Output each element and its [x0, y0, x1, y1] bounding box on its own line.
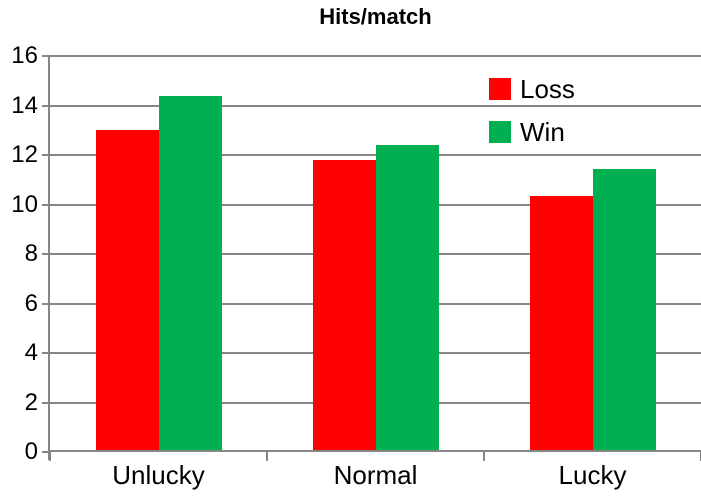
- y-tick-16: [42, 55, 50, 57]
- x-tick-0: [49, 452, 51, 461]
- x-axis-label-unlucky: Unlucky: [112, 460, 205, 490]
- legend-item-loss: Loss: [489, 75, 575, 103]
- legend-loss-label: Loss: [520, 74, 575, 104]
- bar-loss-unlucky: [95, 130, 159, 450]
- x-axis-line: [50, 450, 701, 452]
- gridline-y-14: [50, 104, 701, 107]
- bar-win-lucky: [592, 168, 656, 450]
- x-tick-1: [266, 452, 268, 461]
- y-axis-label-12: 12: [11, 141, 38, 168]
- legend-loss-swatch-icon: [489, 78, 511, 100]
- bar-loss-normal: [312, 159, 376, 450]
- bar-loss-lucky: [529, 195, 593, 450]
- legend: Loss Win: [489, 75, 575, 161]
- bar-win-unlucky: [158, 95, 222, 450]
- y-tick-14: [42, 104, 50, 107]
- y-axis-label-8: 8: [24, 240, 38, 267]
- y-axis-line: [48, 56, 50, 460]
- legend-win-label: Win: [520, 117, 565, 147]
- legend-item-win: Win: [489, 118, 575, 146]
- y-axis-label-14: 14: [11, 91, 38, 119]
- x-tick-2: [483, 452, 485, 461]
- y-tick-10: [42, 203, 50, 206]
- y-axis-label-6: 6: [24, 289, 38, 317]
- y-tick-6: [42, 302, 50, 305]
- gridline-y-16: [50, 55, 701, 57]
- y-tick-12: [42, 154, 50, 156]
- x-axis-label-normal: Normal: [333, 460, 418, 490]
- y-axis-label-16: 16: [11, 42, 38, 69]
- x-axis-label-lucky: Lucky: [558, 460, 627, 490]
- y-axis-label-4: 4: [24, 339, 38, 366]
- plot-area: [50, 55, 701, 452]
- y-axis-label-10: 10: [11, 190, 38, 218]
- y-axis-label-0: 0: [24, 438, 38, 465]
- y-tick-4: [42, 352, 50, 354]
- legend-win-swatch-icon: [489, 121, 511, 143]
- y-tick-2: [42, 401, 50, 404]
- y-tick-8: [42, 253, 50, 255]
- chart-title: Hits/match: [319, 4, 432, 29]
- y-tick-0: [42, 451, 50, 453]
- bar-win-normal: [375, 145, 439, 450]
- y-axis-label-2: 2: [24, 388, 38, 416]
